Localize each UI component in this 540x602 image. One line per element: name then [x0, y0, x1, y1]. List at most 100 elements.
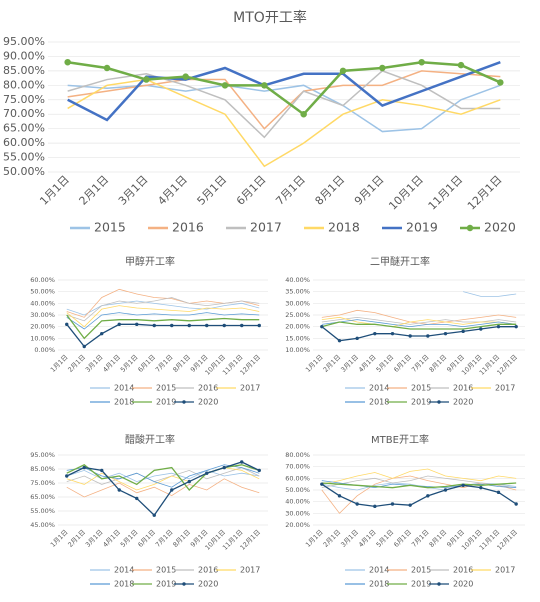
y-tick-label: 20.00% [285, 323, 310, 331]
legend-label: 2020 [484, 220, 516, 235]
series-line [66, 305, 260, 328]
chart-title: MTO开工率 [233, 9, 307, 26]
legend-marker [437, 400, 441, 404]
series-line [66, 297, 260, 322]
legend-label: 2014 [114, 384, 134, 393]
x-tick-label: 6月1日 [234, 173, 269, 208]
y-tick-label: 60.00% [30, 276, 55, 284]
x-tick-label: 3月1日 [116, 173, 151, 208]
series-line [66, 467, 260, 485]
y-tick-label: 65.00% [3, 122, 45, 135]
legend-label: 2019 [411, 398, 431, 407]
legend-label: 2016 [172, 220, 204, 235]
y-tick-label: 15.00% [285, 334, 310, 342]
x-tick-label: 8月1日 [428, 528, 449, 549]
series-marker [135, 322, 139, 327]
x-tick-label: 1月1日 [304, 528, 325, 549]
series-marker [182, 73, 189, 80]
x-tick-label: 7月1日 [154, 353, 175, 374]
legend-label: 2018 [369, 398, 389, 407]
y-tick-label: 40.00% [285, 498, 310, 506]
x-tick-label: 8月1日 [171, 353, 192, 374]
y-tick-label: 50.00% [285, 486, 310, 494]
series-marker [496, 490, 501, 495]
series-marker [221, 82, 229, 89]
series-marker [170, 323, 174, 328]
x-tick-label: 2月1日 [322, 353, 343, 374]
y-tick-label: 80.00% [3, 78, 45, 91]
series-line [67, 61, 501, 122]
legend-label: 2016 [453, 384, 473, 393]
series-marker [514, 324, 518, 329]
series-line [66, 478, 260, 498]
legend-label: 2017 [240, 566, 260, 575]
legend-label: 2016 [453, 566, 473, 575]
x-tick-label: 2月1日 [66, 528, 87, 549]
x-tick-label: 3月1日 [339, 528, 360, 549]
series-marker [496, 324, 501, 329]
series-marker [514, 502, 518, 506]
series-marker [65, 322, 69, 327]
x-tick-label: 8月1日 [313, 173, 348, 208]
chart-title: 二甲醚开工率 [370, 255, 430, 268]
y-tick-label: 25.00% [285, 311, 310, 319]
x-tick-label: 6月1日 [136, 528, 157, 549]
series-marker [379, 64, 386, 72]
series-marker [408, 503, 412, 507]
y-tick-label: 45.00% [30, 521, 55, 529]
legend-label: 2020 [453, 398, 473, 407]
legend-label: 2016 [198, 566, 218, 575]
legend-label: 2015 [94, 220, 126, 235]
x-tick-label: 5月1日 [119, 528, 140, 549]
y-tick-label: 95.00% [3, 35, 45, 48]
series-marker [82, 344, 86, 349]
x-tick-label: 7月1日 [410, 528, 431, 549]
x-tick-label: 8月1日 [428, 353, 449, 374]
legend-label: 2019 [156, 580, 176, 589]
y-tick-label: 70.00% [3, 107, 45, 120]
legend-label: 2014 [369, 384, 389, 393]
x-tick-label: 1月1日 [49, 528, 70, 549]
legend-label: 2017 [495, 384, 515, 393]
legend-label: 2018 [369, 580, 389, 589]
x-tick-label: 1月1日 [304, 353, 325, 374]
legend-marker [466, 224, 474, 232]
legend-label: 2017 [250, 220, 282, 235]
series-marker [222, 465, 226, 470]
legend-label: 2020 [198, 580, 218, 589]
y-tick-label: 90.00% [3, 49, 45, 62]
series-marker [100, 468, 104, 473]
series-marker [257, 323, 261, 328]
y-tick-label: 30.00% [30, 311, 55, 319]
series-marker [64, 58, 71, 66]
series-marker [461, 329, 465, 334]
legend-label: 2020 [453, 580, 473, 589]
series-marker [257, 468, 261, 473]
x-tick-label: 5月1日 [375, 353, 396, 374]
y-tick-label: 35.00% [285, 288, 310, 296]
series-line [321, 482, 517, 489]
series-line [66, 323, 260, 348]
x-tick-label: 6月1日 [392, 528, 413, 549]
y-tick-label: 20.00% [285, 521, 310, 529]
y-tick-label: 40.00% [30, 299, 55, 307]
series-marker [443, 331, 448, 336]
x-tick-label: 10月1日 [386, 173, 426, 213]
series-marker [390, 502, 395, 506]
series-marker [103, 64, 111, 72]
legend-label: 2018 [114, 398, 134, 407]
y-tick-label: 30.00% [285, 509, 310, 517]
series-marker [240, 460, 244, 464]
series-marker [240, 323, 244, 328]
series-marker [339, 67, 347, 75]
y-tick-label: 55.00% [3, 151, 45, 164]
legend-marker [182, 400, 186, 404]
legend-label: 2014 [114, 566, 134, 575]
series-marker [426, 334, 430, 338]
legend-label: 2015 [411, 566, 431, 575]
x-tick-label: 4月1日 [101, 528, 122, 549]
series-marker [355, 336, 359, 341]
x-tick-label: 6月1日 [136, 353, 157, 374]
y-tick-label: 50.00% [3, 165, 45, 178]
